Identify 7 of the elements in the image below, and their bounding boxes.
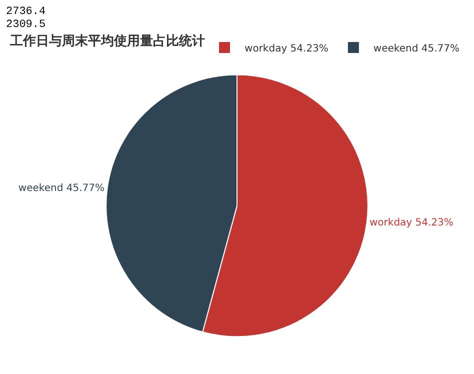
legend-label: workday 54.23%: [244, 43, 328, 54]
slice-label: workday 54.23%: [369, 218, 454, 229]
chart-title: 工作日与周末平均使用量占比统计: [9, 33, 205, 50]
slice-label: weekend 45.77%: [18, 182, 105, 194]
text: 2736.4: [6, 6, 46, 18]
legend-label: weekend 45.77%: [373, 43, 460, 54]
text: 2309.5: [6, 19, 46, 31]
